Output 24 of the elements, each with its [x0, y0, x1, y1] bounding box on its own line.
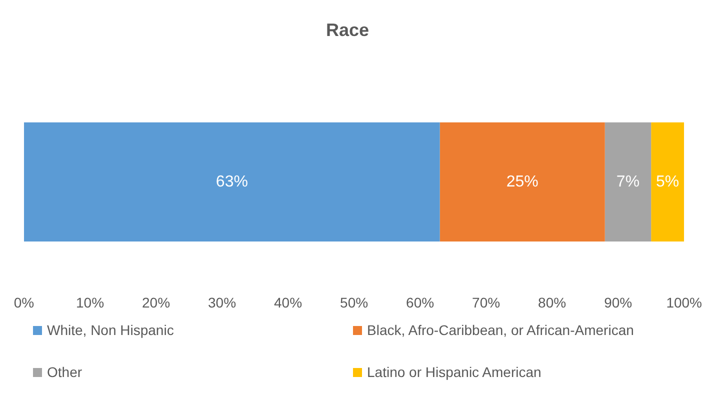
- bar: [651, 122, 684, 242]
- legend-label: White, Non Hispanic: [47, 322, 174, 338]
- x-tick-label: 40%: [274, 294, 302, 310]
- x-tick-label: 0%: [14, 294, 34, 310]
- data-label: 7%: [616, 173, 640, 190]
- x-tick-label: 100%: [666, 294, 702, 310]
- x-tick-label: 80%: [538, 294, 566, 310]
- x-tick-label: 70%: [472, 294, 500, 310]
- chart-title: Race: [326, 20, 370, 40]
- legend-label: Latino or Hispanic American: [367, 364, 542, 380]
- x-tick-label: 50%: [340, 294, 368, 310]
- x-tick-label: 60%: [406, 294, 434, 310]
- data-label: 25%: [506, 173, 538, 190]
- bar: [24, 122, 440, 242]
- bar: [604, 122, 652, 242]
- x-tick-label: 20%: [142, 294, 170, 310]
- legend-label: Black, Afro-Caribbean, or African-American: [367, 322, 634, 338]
- x-tick-label: 30%: [208, 294, 236, 310]
- bar: [440, 122, 605, 242]
- legend-label: Other: [47, 364, 82, 380]
- data-label: 5%: [656, 173, 680, 190]
- x-tick-label: 90%: [604, 294, 632, 310]
- x-tick-label: 10%: [76, 294, 104, 310]
- data-label: 63%: [216, 173, 248, 190]
